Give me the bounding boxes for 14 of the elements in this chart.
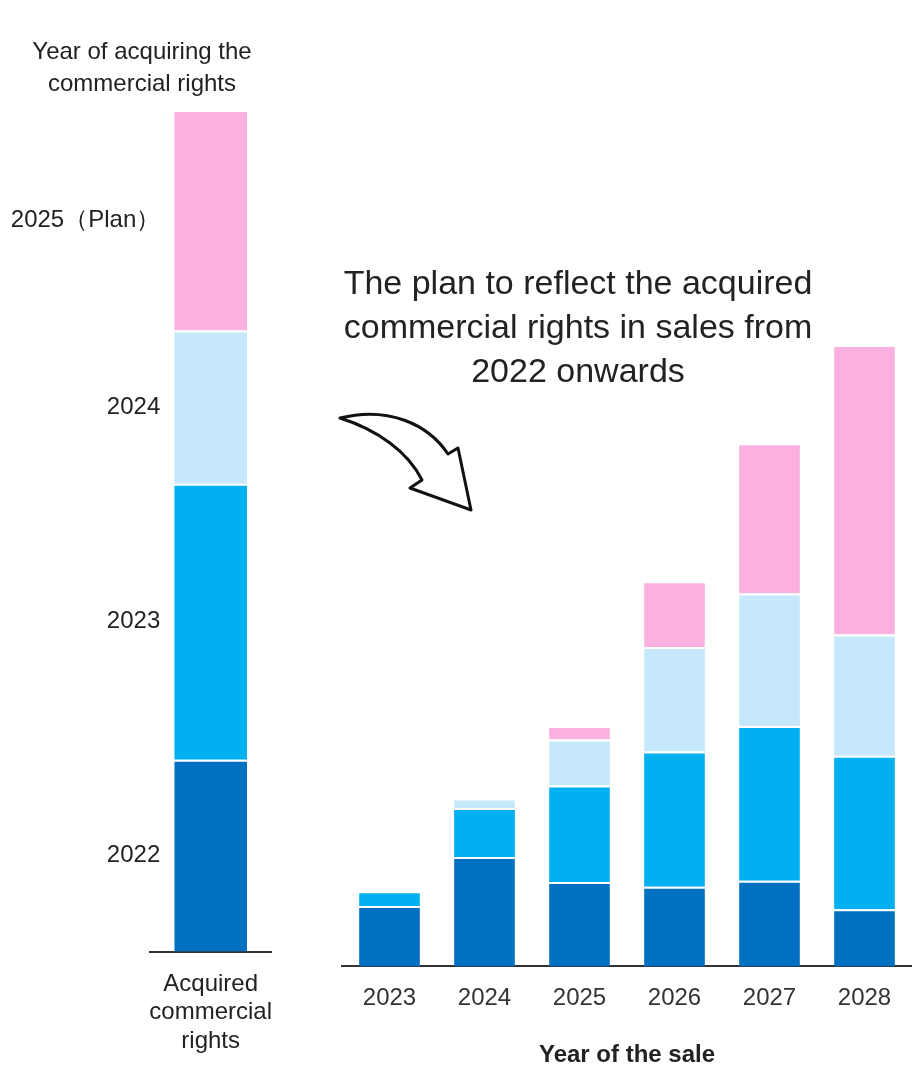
x-tick-label: 2025 [552,983,607,1011]
series-label: 2023 [106,606,161,634]
series-label: 2025（Plan） [10,204,161,232]
series-label: 2022 [106,840,161,868]
annotation: The plan to reflect the acquired commercial rights in sales from 2022 onwards [343,263,813,390]
x-tick-label: 2023 [362,983,417,1011]
x-tick-label: 2026 [647,983,702,1011]
x-axis-title: Year of the sale [538,1040,716,1068]
x-tick-label: 2028 [837,983,892,1011]
legend-title: Year of acquiring the commercial rights [32,36,252,96]
x-tick-label: 2027 [742,983,797,1011]
series-label: 2024 [106,391,161,419]
x-tick-label: 2024 [457,983,512,1011]
x-tick-label: Acquired commercial rights [149,968,272,1054]
